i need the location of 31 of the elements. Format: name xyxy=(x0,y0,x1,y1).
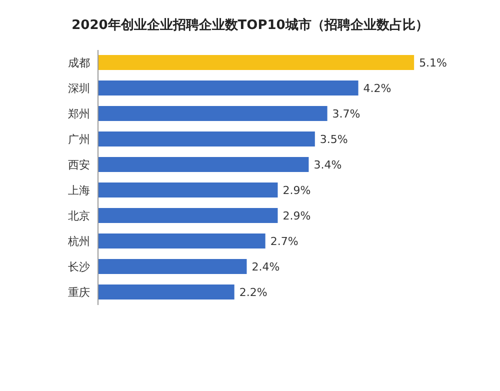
y-tick-label: 成都 xyxy=(68,56,90,70)
bar xyxy=(98,132,315,146)
y-tick-label: 西安 xyxy=(68,158,90,172)
bar xyxy=(98,106,328,121)
y-tick-label: 郑州 xyxy=(68,108,90,121)
y-tick-label: 广州 xyxy=(68,133,90,146)
bar xyxy=(98,259,247,274)
y-tick-label: 长沙 xyxy=(68,260,90,274)
y-tick-label: 杭州 xyxy=(67,235,90,248)
data-label: 3.7% xyxy=(332,107,360,120)
data-label: 3.4% xyxy=(314,158,342,172)
data-label: 3.5% xyxy=(320,132,348,146)
y-tick-label: 北京 xyxy=(68,210,90,223)
data-label: 2.9% xyxy=(282,184,311,197)
y-tick-label: 重庆 xyxy=(68,286,90,300)
y-tick-label: 上海 xyxy=(68,184,90,198)
data-label: 5.1% xyxy=(419,56,448,70)
data-label: 2.7% xyxy=(270,234,298,248)
bar xyxy=(98,182,278,198)
data-label: 2.4% xyxy=(252,260,280,274)
data-label: 2.9% xyxy=(282,209,311,222)
bar xyxy=(98,208,278,223)
y-tick-label: 深圳 xyxy=(68,82,90,96)
chart-title: 2020年创业企业招聘企业数TOP10城市（招聘企业数占比） xyxy=(70,16,430,35)
data-label: 2.2% xyxy=(239,286,268,299)
bar xyxy=(98,157,309,172)
bar xyxy=(98,234,266,248)
bar xyxy=(98,80,358,96)
data-label: 4.2% xyxy=(363,82,392,95)
bar xyxy=(98,284,234,300)
bar xyxy=(98,55,414,70)
